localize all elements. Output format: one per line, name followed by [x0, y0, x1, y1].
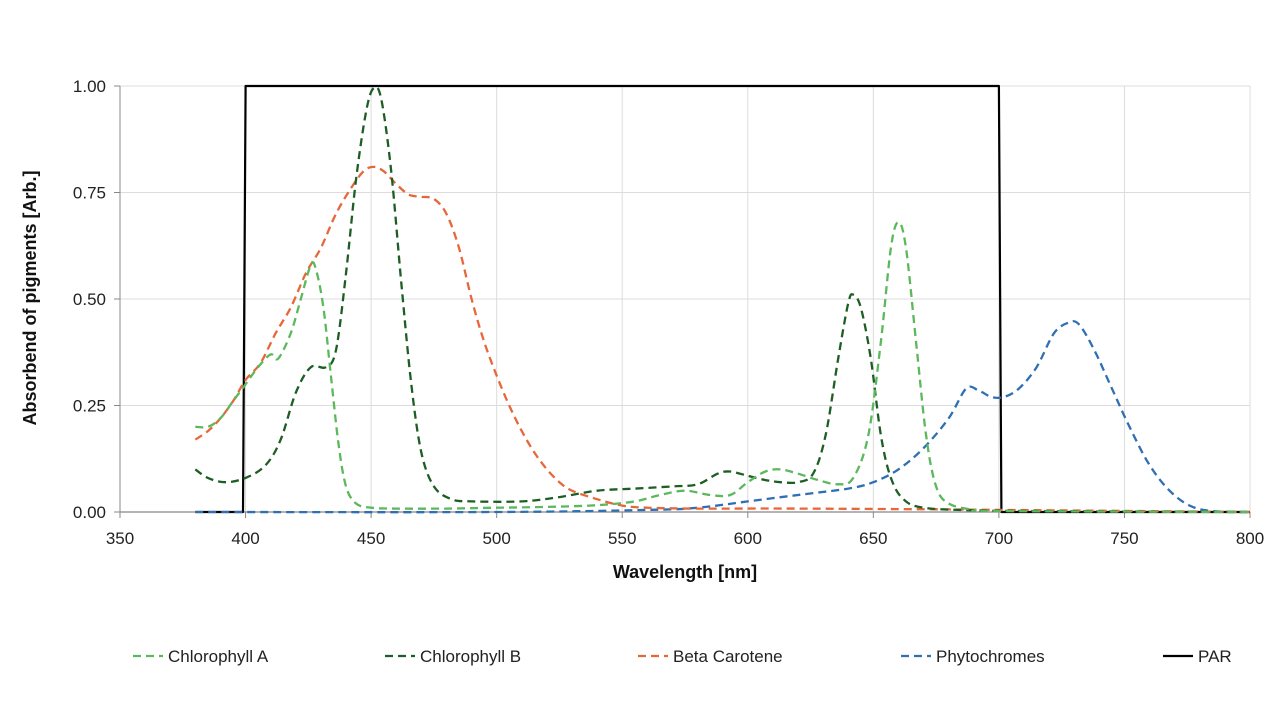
x-tick-label: 500 — [482, 529, 510, 548]
series-lines — [194, 84, 1251, 514]
y-tick-label: 1.00 — [73, 77, 106, 96]
series-line-chlorophyll-b — [194, 85, 1251, 514]
x-tick-label: 800 — [1236, 529, 1264, 548]
x-axis-title: Wavelength [nm] — [613, 562, 757, 582]
x-tick-label: 750 — [1110, 529, 1138, 548]
y-axis-title: Absorbend of pigments [Arb.] — [20, 171, 40, 426]
x-tick-label: 450 — [357, 529, 385, 548]
x-tick-label: 700 — [985, 529, 1013, 548]
legend-item-par: PAR — [1163, 647, 1232, 666]
y-tick-label: 0.50 — [73, 290, 106, 309]
y-tick-label: 0.25 — [73, 397, 106, 416]
legend-item-phytochromes: Phytochromes — [901, 647, 1045, 666]
x-tick-label: 400 — [231, 529, 259, 548]
legend-label: Phytochromes — [936, 647, 1045, 666]
legend-label: Chlorophyll A — [168, 647, 269, 666]
legend-label: Beta Carotene — [673, 647, 783, 666]
y-tick-label: 0.75 — [73, 184, 106, 203]
y-axis-ticks: 0.00 0.25 0.50 0.75 1.00 — [73, 77, 120, 522]
x-tick-label: 600 — [734, 529, 762, 548]
legend-label: Chlorophyll B — [420, 647, 521, 666]
y-tick-label: 0.00 — [73, 503, 106, 522]
legend-label: PAR — [1198, 647, 1232, 666]
series-line-chlorophyll-a — [195, 221, 1251, 514]
x-tick-label: 350 — [106, 529, 134, 548]
legend-item-chlorophyll-b: Chlorophyll B — [385, 647, 521, 666]
legend: Chlorophyll A Chlorophyll B Beta Carotene P… — [133, 647, 1232, 666]
legend-item-beta-carotene: Beta Carotene — [638, 647, 783, 666]
x-axis-ticks: 350 400 450 500 550 600 650 700 750 800 — [106, 512, 1264, 548]
series-line-phytochromes — [195, 320, 1251, 514]
grid — [120, 85, 1251, 512]
legend-item-chlorophyll-a: Chlorophyll A — [133, 647, 269, 666]
x-tick-label: 650 — [859, 529, 887, 548]
series-line-beta-carotene — [194, 165, 1251, 514]
x-tick-label: 550 — [608, 529, 636, 548]
